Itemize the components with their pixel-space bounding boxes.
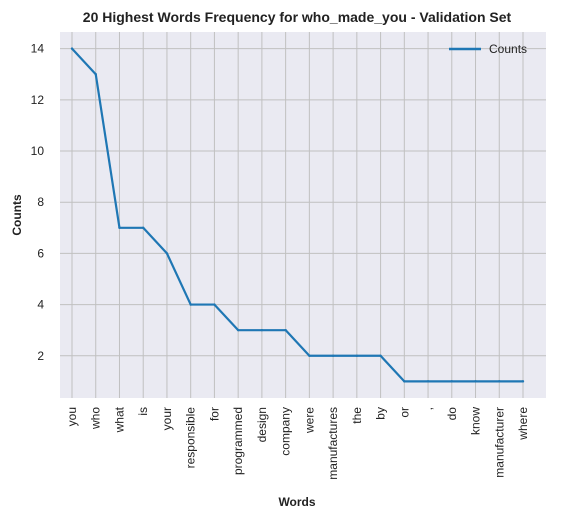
data-point — [355, 354, 359, 357]
x-tick-label: for — [207, 407, 221, 421]
x-tick-label: who — [89, 407, 103, 430]
x-tick-label: manufacturer — [492, 407, 506, 478]
series-layer — [70, 47, 525, 383]
data-point — [213, 303, 216, 306]
legend-label: Counts — [489, 42, 527, 56]
data-point — [70, 47, 74, 50]
data-point — [260, 328, 264, 332]
y-tick-label: 6 — [37, 246, 44, 260]
x-tick-label: were — [302, 407, 316, 434]
data-point — [403, 380, 406, 383]
grid-lines — [60, 32, 546, 398]
y-tick-label: 2 — [37, 349, 44, 363]
data-point — [474, 380, 477, 383]
y-axis-ticks: 2 4 6 8 10 12 14 — [31, 42, 45, 363]
data-point — [498, 380, 501, 383]
x-tick-label: what — [112, 406, 126, 433]
y-tick-label: 14 — [31, 42, 45, 56]
legend: Counts — [449, 42, 527, 56]
x-tick-label: , — [421, 407, 435, 410]
x-tick-label: by — [374, 407, 388, 420]
y-axis-label: Counts — [10, 194, 24, 236]
x-tick-label: programmed — [231, 407, 245, 475]
x-axis-label: Words — [278, 495, 315, 509]
x-tick-label: manufactures — [326, 407, 340, 480]
y-tick-label: 10 — [31, 144, 45, 158]
x-tick-label: your — [160, 407, 174, 430]
data-point — [189, 303, 192, 306]
data-point — [165, 252, 169, 255]
x-axis-ticks: you who what is your responsible for programmed… — [65, 406, 530, 479]
plot-area — [60, 32, 546, 398]
data-point — [118, 226, 121, 229]
chart-title: 20 Highest Words Frequency for who_made_… — [83, 9, 512, 25]
data-point — [142, 226, 145, 229]
x-tick-label: responsible — [184, 407, 198, 469]
data-point — [379, 354, 382, 357]
y-tick-label: 4 — [37, 298, 44, 312]
data-point — [450, 380, 453, 383]
data-point — [521, 380, 525, 383]
y-tick-label: 12 — [31, 93, 45, 107]
x-tick-label: you — [65, 407, 79, 426]
x-tick-label: design — [255, 407, 269, 442]
data-point — [308, 354, 311, 357]
data-point — [94, 73, 97, 76]
data-point — [236, 328, 240, 332]
x-tick-label: do — [445, 407, 459, 421]
x-tick-label: is — [136, 407, 150, 416]
x-tick-label: know — [469, 407, 483, 435]
x-tick-label: where — [516, 407, 530, 441]
x-tick-label: company — [279, 407, 293, 456]
data-point — [284, 328, 287, 332]
x-tick-label: the — [350, 407, 364, 424]
x-tick-label: or — [397, 407, 411, 418]
data-point — [426, 380, 430, 383]
y-tick-label: 8 — [37, 195, 44, 209]
series-line — [71, 47, 523, 383]
data-point — [331, 354, 335, 357]
